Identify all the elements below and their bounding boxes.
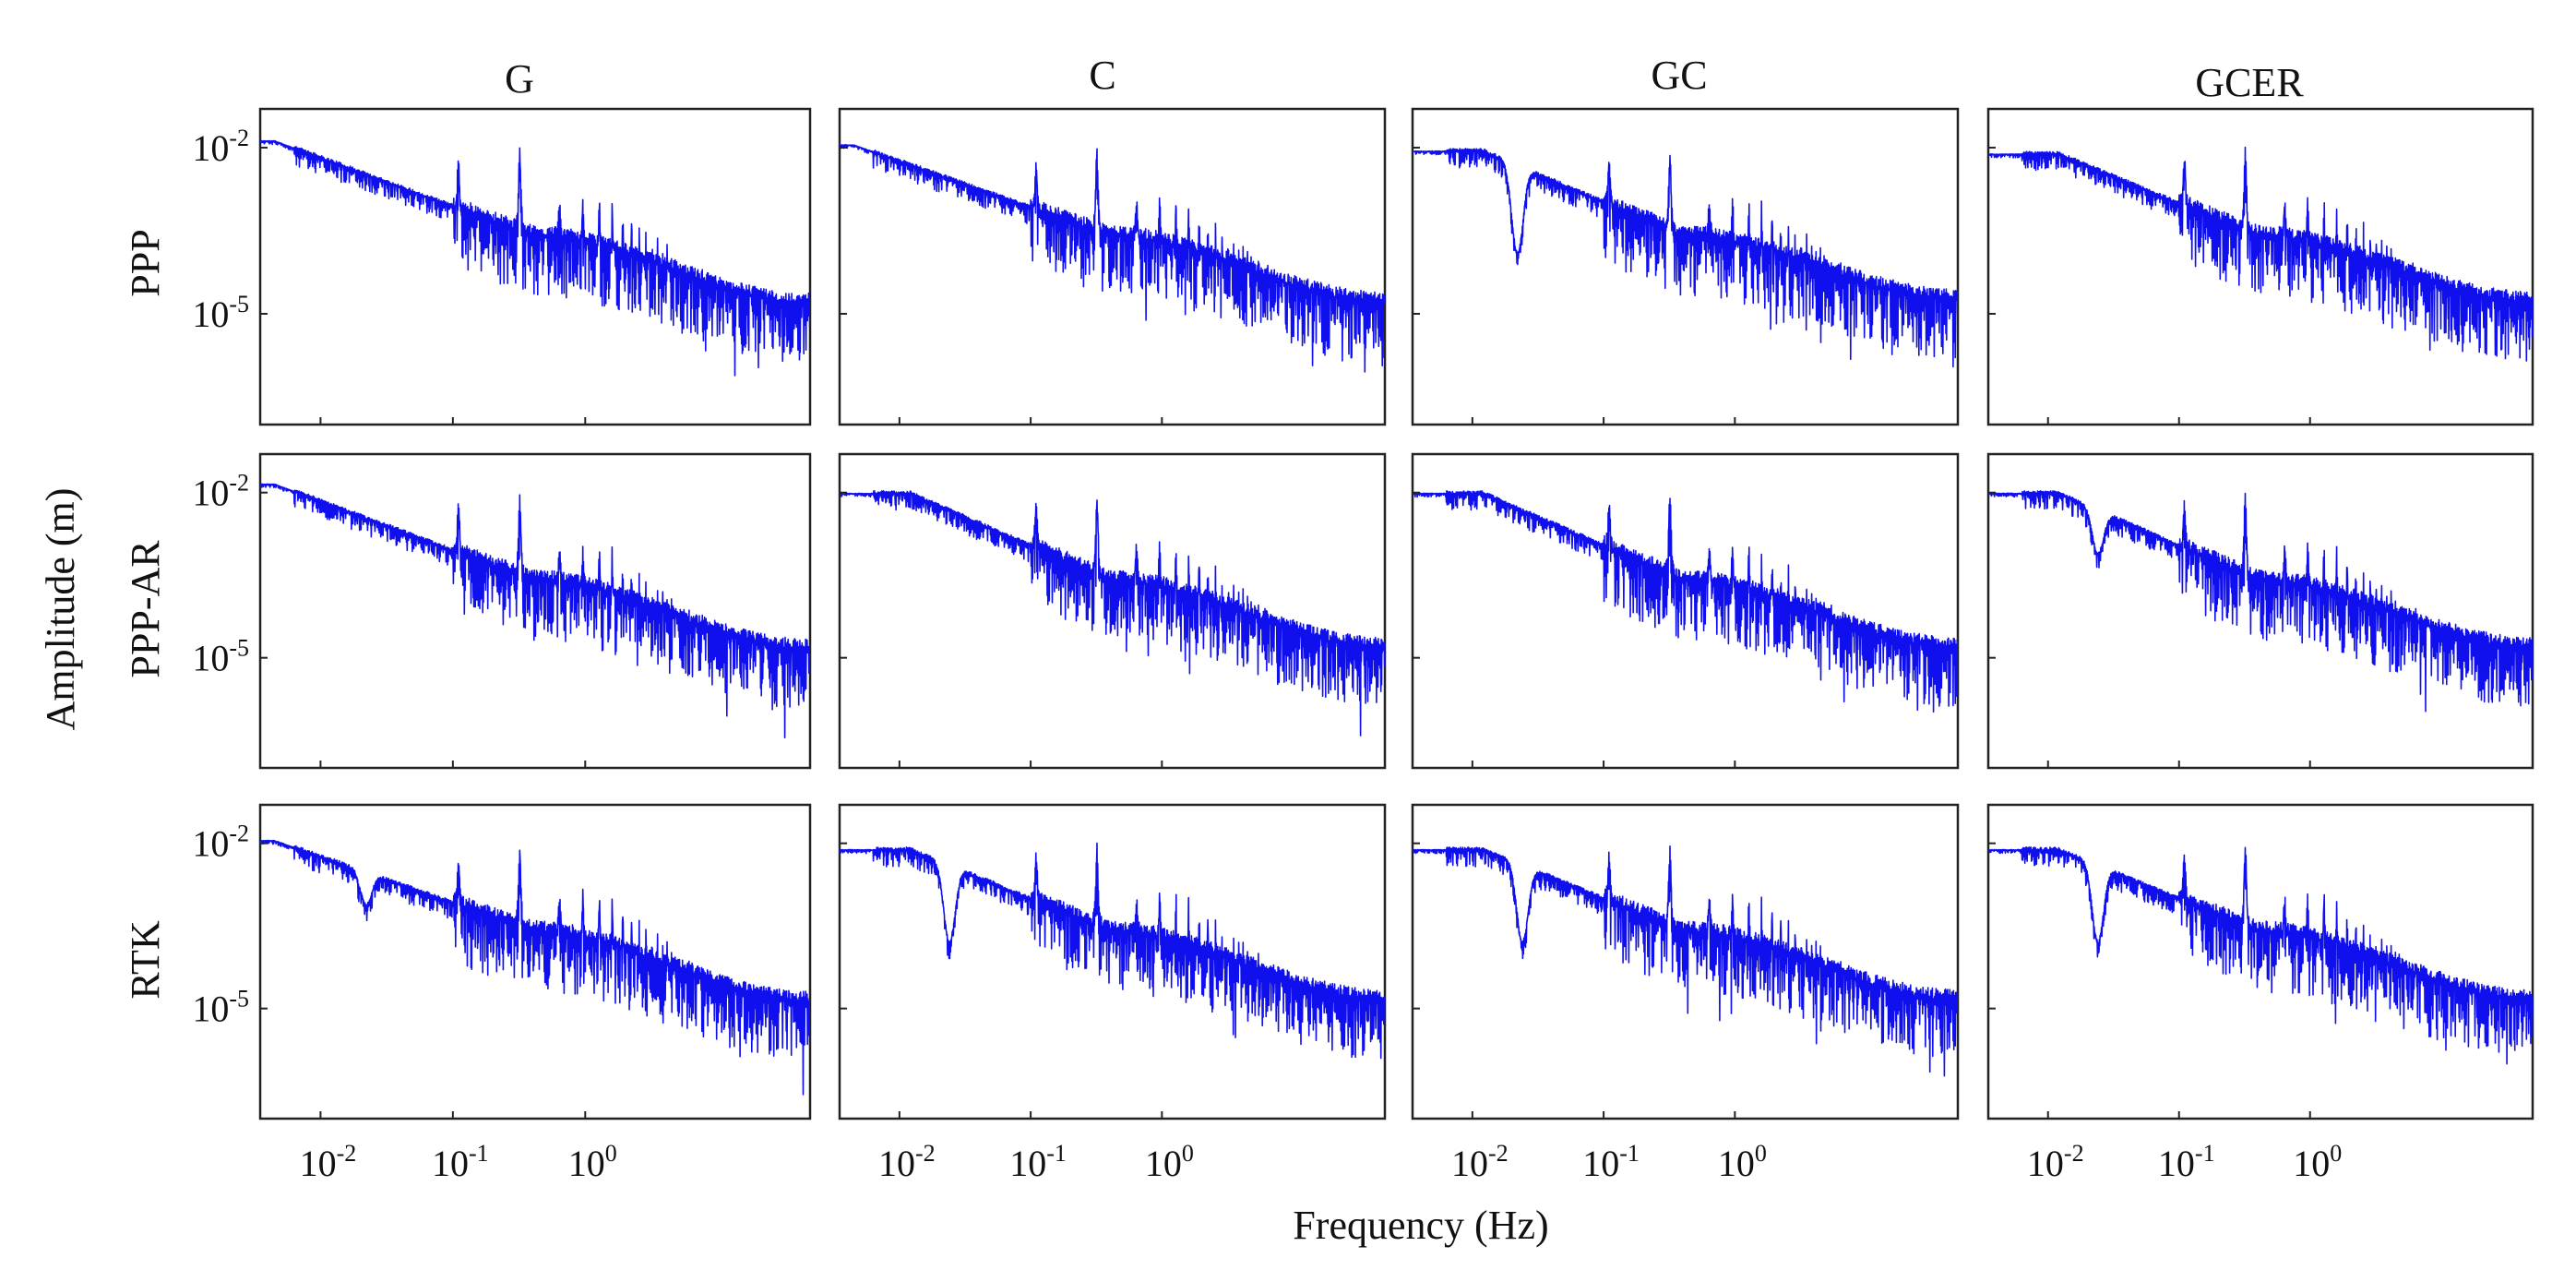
tick-exponent: 0 <box>605 1140 617 1167</box>
spectrum-line <box>1988 490 2533 713</box>
y-tick-label: 10-5 <box>192 291 249 335</box>
tick-base: 10 <box>432 1143 469 1184</box>
x-tick-label: 10-2 <box>300 1140 357 1184</box>
tick-base: 10 <box>300 1143 337 1184</box>
panel-rtk-gc <box>1411 803 1960 1120</box>
tick-base: 10 <box>192 823 229 865</box>
panel-frame <box>258 107 812 426</box>
spectrum-line <box>260 139 810 377</box>
tick-exponent: -1 <box>1619 1140 1640 1167</box>
x-tick-label: 100 <box>1145 1140 1194 1184</box>
panels-layer <box>258 107 2534 1120</box>
y-tick-label: 10-2 <box>192 470 249 514</box>
y-tick-label: 10-2 <box>192 821 249 865</box>
x-tick-label: 10-2 <box>1451 1140 1509 1184</box>
tick-exponent: -1 <box>2195 1140 2215 1167</box>
panel-ppp-gc <box>1411 107 1960 426</box>
tick-base: 10 <box>568 1143 605 1184</box>
row-label-rtk: RTK <box>123 920 168 1000</box>
tick-exponent: -2 <box>2064 1140 2084 1167</box>
tick-base: 10 <box>1451 1143 1488 1184</box>
panel-ppp-ar-gc <box>1411 452 1960 770</box>
tick-base: 10 <box>1009 1143 1046 1184</box>
tick-base: 10 <box>878 1143 915 1184</box>
x-tick-label: 10-1 <box>2158 1140 2215 1184</box>
tick-exponent: 0 <box>2330 1140 2342 1167</box>
tick-exponent: -1 <box>1046 1140 1067 1167</box>
spectrum-line <box>840 144 1385 373</box>
column-title-g: G <box>505 56 534 102</box>
x-tick-label: 10-1 <box>1582 1140 1640 1184</box>
tick-exponent: -5 <box>229 291 249 318</box>
x-tick-label: 100 <box>568 1140 617 1184</box>
tick-base: 10 <box>192 294 229 335</box>
y-tick-label: 10-5 <box>192 635 249 679</box>
tick-base: 10 <box>1718 1143 1755 1184</box>
spectrum-line <box>1988 846 2533 1065</box>
tick-exponent: -2 <box>915 1140 936 1167</box>
tick-exponent: 0 <box>1755 1140 1767 1167</box>
column-title-gcer: GCER <box>2195 60 2304 105</box>
x-axis-label: Frequency (Hz) <box>1293 1203 1548 1248</box>
column-title-c: C <box>1089 53 1115 98</box>
y-tick-label: 10-2 <box>192 125 249 169</box>
tick-exponent: -2 <box>229 125 249 151</box>
tick-exponent: -5 <box>229 635 249 662</box>
tick-exponent: -2 <box>229 821 249 847</box>
tick-base: 10 <box>1145 1143 1182 1184</box>
panel-ppp-ar-c <box>838 452 1387 770</box>
x-tick-label: 10-1 <box>432 1140 489 1184</box>
spectrum-line <box>260 483 810 738</box>
tick-base: 10 <box>192 988 229 1030</box>
x-tick-label: 10-2 <box>2027 1140 2084 1184</box>
panel-ppp-ar-g <box>258 452 812 770</box>
tick-exponent: 0 <box>1182 1140 1194 1167</box>
y-axis-label: Amplitude (m) <box>38 488 83 731</box>
tick-exponent: -1 <box>469 1140 489 1167</box>
panel-rtk-gcer <box>1986 803 2534 1120</box>
panel-ppp-gcer <box>1986 107 2534 426</box>
spectrum-line <box>260 839 810 1096</box>
tick-exponent: -2 <box>1488 1140 1509 1167</box>
tick-exponent: -2 <box>229 470 249 497</box>
spectrum-line <box>1988 146 2533 362</box>
tick-base: 10 <box>2158 1143 2195 1184</box>
x-tick-label: 100 <box>1718 1140 1767 1184</box>
panel-ppp-c <box>838 107 1387 426</box>
panel-frame <box>258 803 812 1120</box>
tick-base: 10 <box>1582 1143 1619 1184</box>
tick-exponent: -5 <box>229 986 249 1012</box>
spectrum-line <box>840 842 1385 1060</box>
tick-base: 10 <box>192 638 229 679</box>
panel-rtk-g <box>258 803 812 1120</box>
row-label-ppp: PPP <box>123 229 168 296</box>
spectrum-line <box>1413 845 1958 1077</box>
tick-base: 10 <box>2027 1143 2064 1184</box>
x-tick-label: 10-2 <box>878 1140 936 1184</box>
panel-ppp-g <box>258 107 812 426</box>
x-tick-label: 100 <box>2293 1140 2342 1184</box>
spectrum-line <box>840 490 1385 737</box>
tick-base: 10 <box>192 127 229 169</box>
tick-base: 10 <box>2293 1143 2330 1184</box>
tick-exponent: -2 <box>337 1140 357 1167</box>
y-tick-label: 10-5 <box>192 986 249 1030</box>
panel-rtk-c <box>838 803 1387 1120</box>
panel-ppp-ar-gcer <box>1986 452 2534 770</box>
ticks-layer: 10-210-510-210-510-210-510-2 10-1 100 10-2 1… <box>192 125 2342 1184</box>
column-title-gc: GC <box>1651 53 1707 98</box>
spectrum-line <box>1413 148 1958 368</box>
spectrum-line <box>1413 490 1958 713</box>
x-tick-label: 10-1 <box>1009 1140 1067 1184</box>
row-label-ppp-ar: PPP-AR <box>123 540 168 678</box>
tick-base: 10 <box>192 473 229 514</box>
